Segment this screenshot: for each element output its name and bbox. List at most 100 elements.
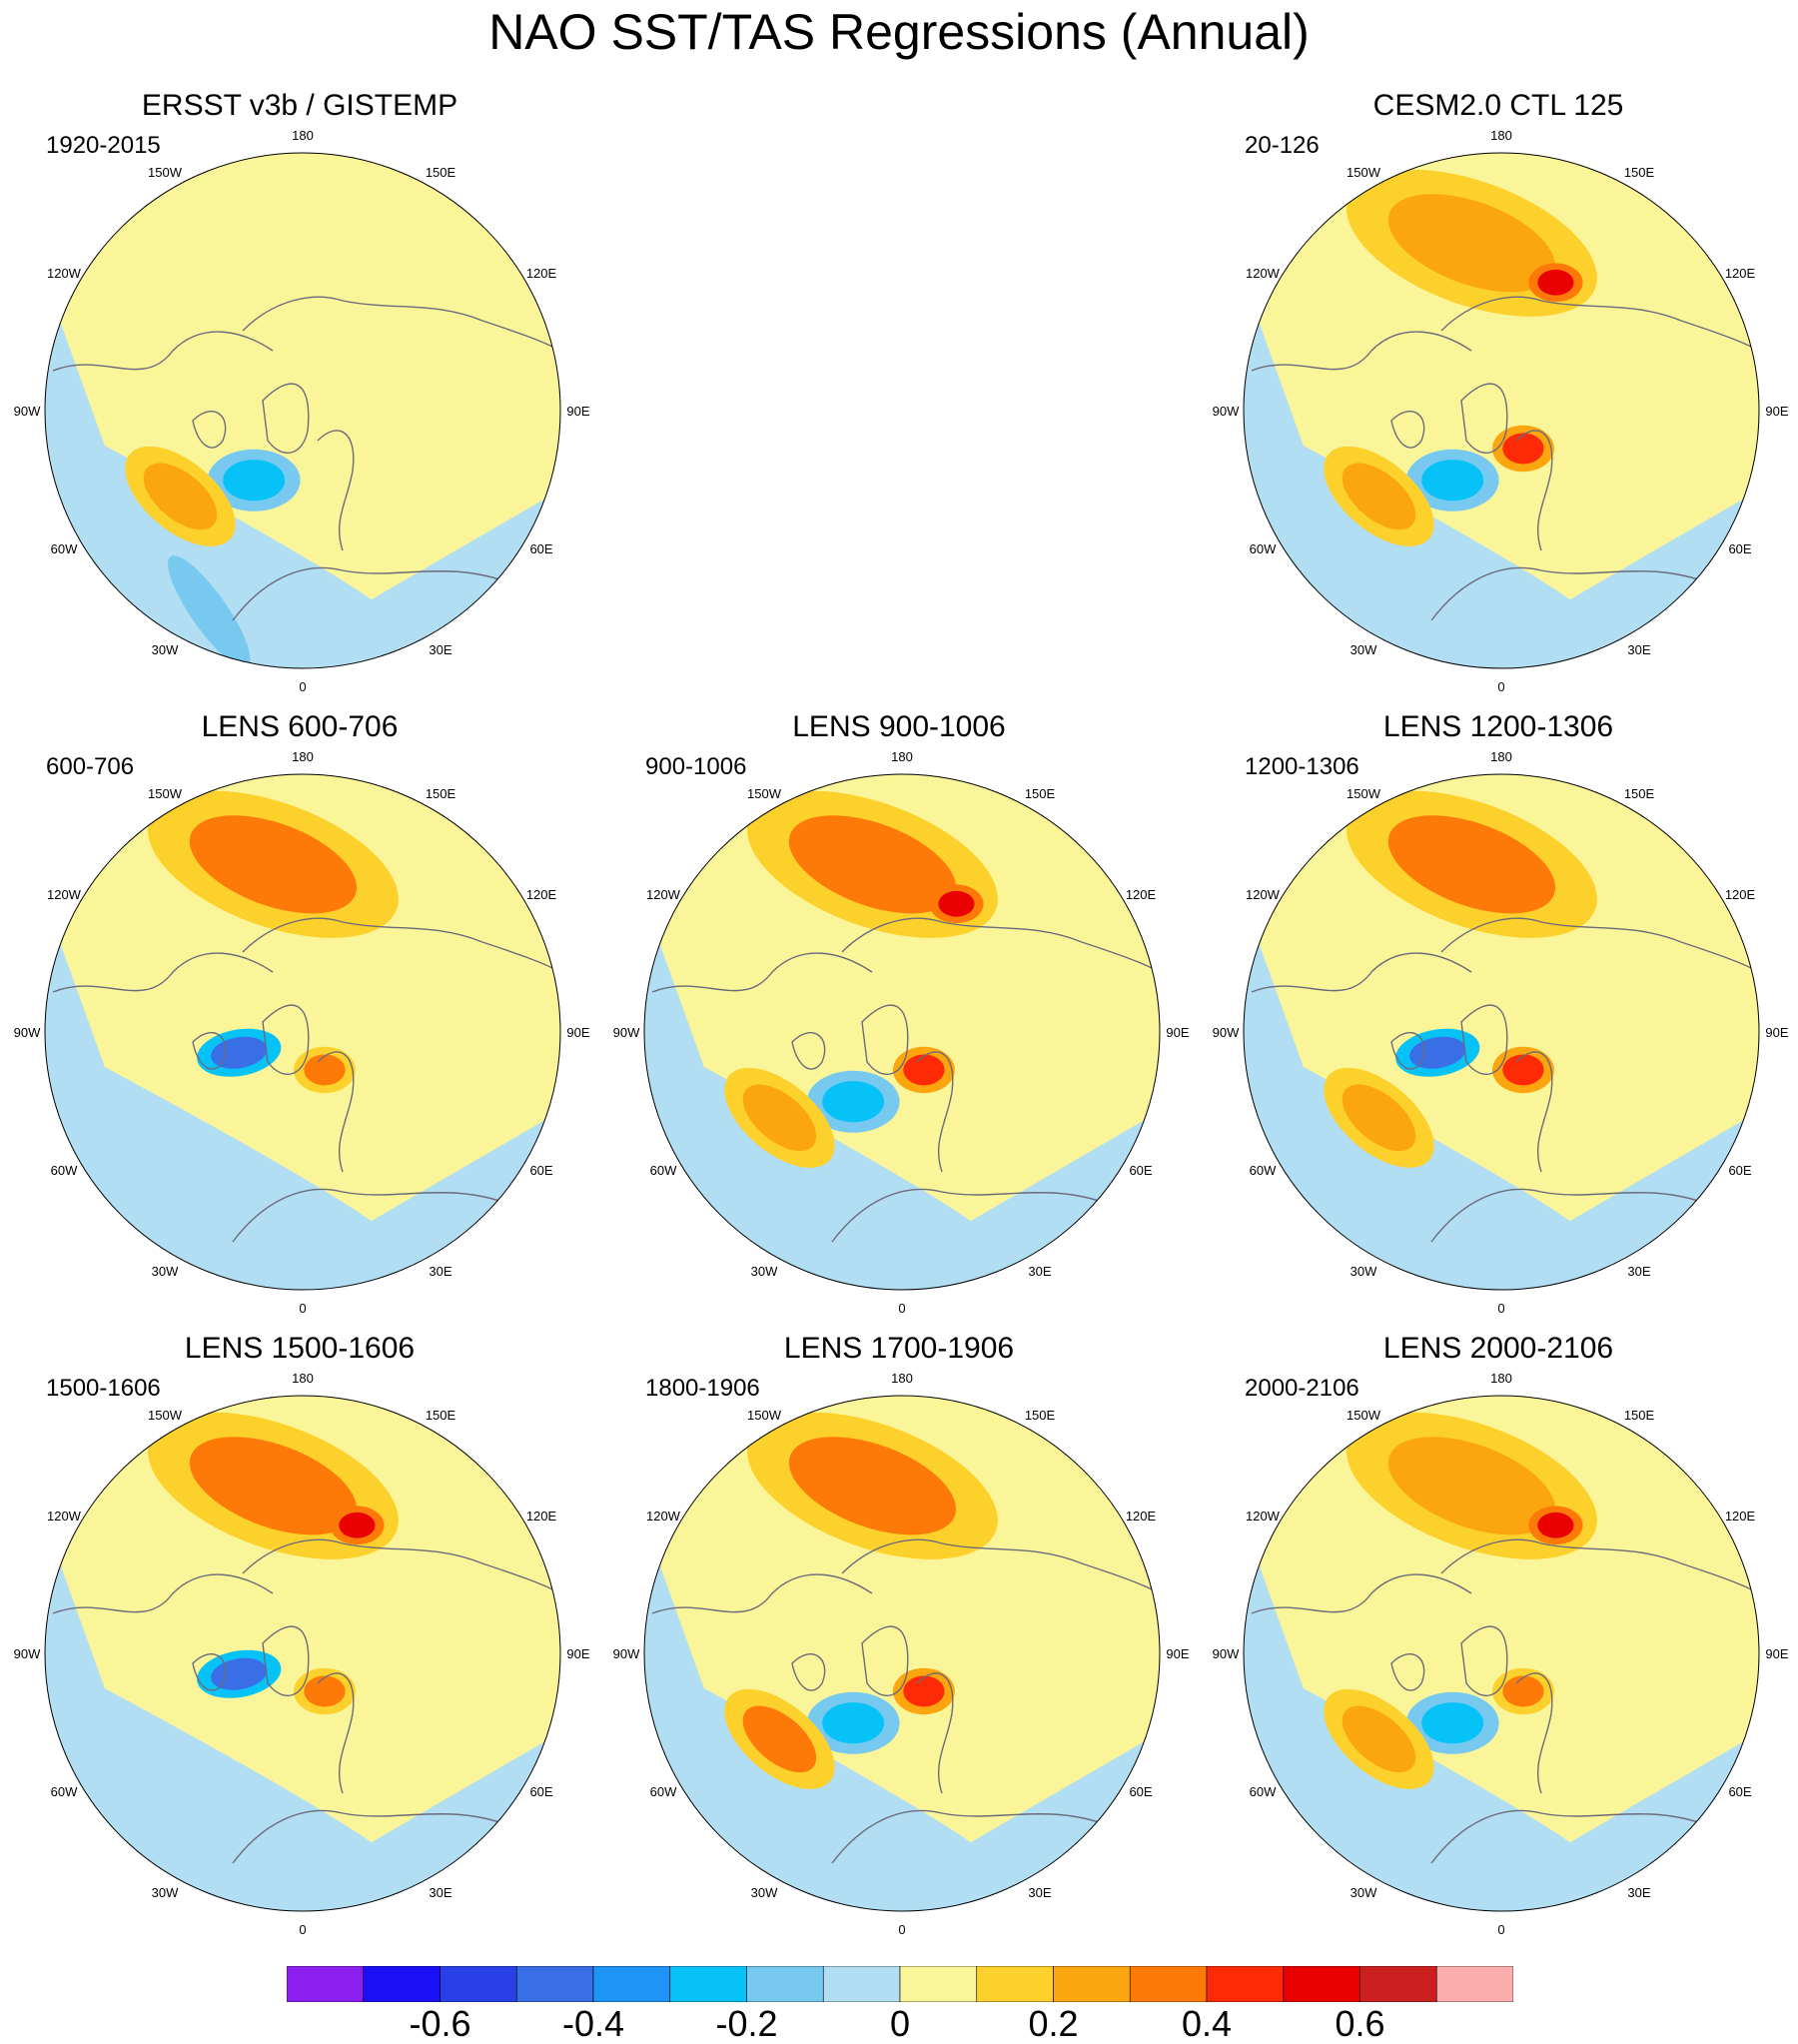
longitude-label: 60W (51, 1784, 78, 1799)
longitude-label: 90W (14, 404, 41, 419)
longitude-label: 60W (1250, 1784, 1277, 1799)
longitude-label: 30W (152, 1264, 179, 1279)
longitude-label: 150E (426, 1408, 456, 1423)
longitude-label: 60E (1129, 1784, 1152, 1799)
longitude-label: 0 (299, 679, 306, 694)
colorbar-tick-label: 0.4 (1181, 2003, 1233, 2044)
coastline-segment (651, 1573, 873, 1614)
longitude-label: 60E (1129, 1163, 1152, 1178)
longitude-label: 150W (1347, 786, 1381, 801)
coastline-segment (232, 566, 503, 621)
longitude-label: 120E (1725, 266, 1756, 281)
longitude-label: 0 (898, 1922, 905, 1937)
coastlines (52, 296, 560, 621)
coastlines (1251, 917, 1759, 1243)
panel-title: LENS 600-706 (201, 710, 399, 743)
anomaly-core-north-pacific (189, 815, 358, 914)
panel-years: 1200-1306 (1245, 753, 1359, 780)
weak-negative-band (1244, 1564, 1744, 1911)
coastline-segment (841, 917, 943, 953)
longitude-label: 60W (1250, 541, 1277, 556)
anomaly-core-subpolar-north-atlantic (1421, 1702, 1484, 1744)
longitude-label: 30W (751, 1885, 778, 1900)
longitude-label: 180 (1490, 1371, 1512, 1386)
longitude-label: 30E (1627, 1264, 1650, 1279)
longitude-label: 30W (1350, 1264, 1377, 1279)
longitude-label: 0 (898, 1301, 905, 1316)
anomaly-core-north-pacific (788, 1437, 957, 1535)
anomaly-core-scandinavia (1502, 1675, 1544, 1707)
colorbar-box (287, 1966, 365, 2002)
colorbar-box (440, 1966, 517, 2002)
coastlines (52, 917, 560, 1243)
map-panel-l1200: LENS 1200-1306 180 150E 120E 90E 60E 30E 0 30W 60… (1199, 709, 1798, 1329)
colorbar-tick-label: -0.6 (409, 2003, 471, 2044)
longitude-label: 90E (566, 1646, 589, 1661)
coastlines (651, 917, 1160, 1243)
longitude-label: 150W (747, 1408, 782, 1423)
coastline-segment (861, 1625, 909, 1696)
colorbar-box (1129, 1966, 1208, 2002)
longitude-label: 30E (429, 1264, 451, 1279)
anomaly-core-scandinavia (304, 1054, 346, 1086)
weak-negative-band (644, 943, 1145, 1290)
anomaly-core-scandinavia (1502, 1054, 1544, 1086)
map-panel-l1800: LENS 1700-1906 180 150E 120E 90E 60E 30E 0 30W 60… (599, 1331, 1199, 1950)
polar-map: 180 150E 120E 90E 60E 30E 0 30W 60W 90W 120W 150W (613, 1371, 1190, 1937)
anomaly-core-north-pacific (1387, 194, 1556, 293)
longitude-label: 0 (299, 1922, 306, 1937)
longitude-label: 180 (891, 749, 913, 764)
anomaly-core-north-pacific (189, 1437, 358, 1535)
longitude-label: 150W (148, 786, 183, 801)
longitude-label: 90E (1166, 1025, 1189, 1040)
panel-title: LENS 1500-1606 (184, 1332, 416, 1365)
anomaly-core-gulf-stream (1342, 463, 1416, 530)
coastline-segment (52, 331, 274, 372)
longitude-label: 60W (650, 1163, 677, 1178)
coastline-segment (1390, 411, 1425, 449)
panel-title: CESM2.0 CTL 125 (1372, 89, 1624, 122)
coastline-segment (262, 1004, 310, 1075)
anomaly-core-subpolar-north-atlantic (822, 1081, 885, 1123)
colorbar-tick-label: -0.4 (561, 2003, 625, 2044)
longitude-label: 150E (1025, 786, 1056, 801)
longitude-label: 180 (292, 128, 314, 143)
coastline-segment (242, 296, 344, 332)
longitude-label: 60E (1728, 1784, 1751, 1799)
longitude-label: 120W (646, 1509, 681, 1524)
colorbar-box (746, 1966, 824, 2002)
longitude-label: 150W (148, 165, 183, 180)
longitude-label: 0 (1497, 679, 1504, 694)
map-border (44, 1395, 561, 1912)
polar-map: 180 150E 120E 90E 60E 30E 0 30W 60W 90W 120W 150W (14, 749, 590, 1316)
longitude-label: 150W (747, 786, 782, 801)
longitude-label: 180 (292, 1371, 314, 1386)
longitude-label: 90W (1213, 1646, 1240, 1661)
panel-title: ERSST v3b / GISTEMP (141, 89, 458, 122)
longitude-label: 120E (526, 1509, 557, 1524)
map-panel-l1500: LENS 1500-1606 180 150E 120E 90E 60E 30E 0 30W 60… (0, 1331, 599, 1950)
anomaly-core-north-pacific (189, 194, 358, 293)
weak-negative-band (45, 1564, 545, 1911)
colorbar (287, 1966, 1513, 2002)
map-border (1243, 773, 1760, 1291)
longitude-label: 60W (51, 1163, 78, 1178)
colorbar-tick-label: 0 (889, 2003, 911, 2044)
longitude-label: 0 (1497, 1301, 1504, 1316)
coastline-segment (1430, 1188, 1702, 1243)
colorbar-box (515, 1966, 594, 2002)
coastline-segment (651, 952, 873, 993)
anomaly-core-gulf-stream (1342, 1705, 1416, 1773)
anomaly-core-scandinavia (903, 1054, 945, 1086)
coastline-segment (1390, 1032, 1425, 1070)
panel-years: 900-1006 (645, 753, 747, 780)
panel-title: LENS 2000-2106 (1382, 1332, 1614, 1365)
coastline-segment (941, 1542, 1160, 1594)
colorbar-box (669, 1966, 747, 2002)
anomaly-core-north-pacific (1387, 815, 1556, 914)
longitude-label: 120E (1725, 1509, 1756, 1524)
coastline-segment (317, 430, 355, 551)
anomaly-core-subpolar-north-atlantic (822, 1702, 885, 1744)
longitude-label: 120E (1126, 887, 1157, 902)
coastline-segment (232, 1188, 503, 1243)
